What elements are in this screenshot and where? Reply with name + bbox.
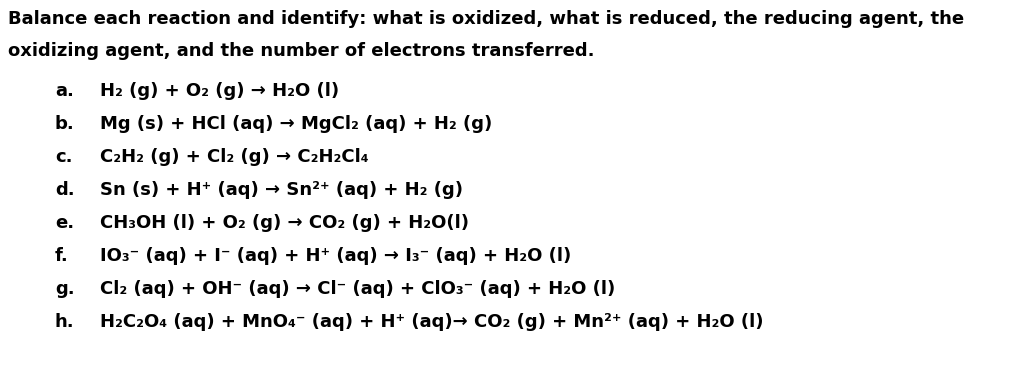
Text: Cl₂ (aq) + OH⁻ (aq) → Cl⁻ (aq) + ClO₃⁻ (aq) + H₂O (l): Cl₂ (aq) + OH⁻ (aq) → Cl⁻ (aq) + ClO₃⁻ (… bbox=[100, 280, 615, 298]
Text: g.: g. bbox=[55, 280, 75, 298]
Text: Balance each reaction and identify: what is oxidized, what is reduced, the reduc: Balance each reaction and identify: what… bbox=[8, 10, 965, 28]
Text: IO₃⁻ (aq) + I⁻ (aq) + H⁺ (aq) → I₃⁻ (aq) + H₂O (l): IO₃⁻ (aq) + I⁻ (aq) + H⁺ (aq) → I₃⁻ (aq)… bbox=[100, 247, 571, 265]
Text: c.: c. bbox=[55, 148, 73, 166]
Text: CH₃OH (l) + O₂ (g) → CO₂ (g) + H₂O(l): CH₃OH (l) + O₂ (g) → CO₂ (g) + H₂O(l) bbox=[100, 214, 469, 232]
Text: f.: f. bbox=[55, 247, 69, 265]
Text: H₂ (g) + O₂ (g) → H₂O (l): H₂ (g) + O₂ (g) → H₂O (l) bbox=[100, 82, 339, 100]
Text: a.: a. bbox=[55, 82, 74, 100]
Text: d.: d. bbox=[55, 181, 75, 199]
Text: H₂C₂O₄ (aq) + MnO₄⁻ (aq) + H⁺ (aq)→ CO₂ (g) + Mn²⁺ (aq) + H₂O (l): H₂C₂O₄ (aq) + MnO₄⁻ (aq) + H⁺ (aq)→ CO₂ … bbox=[100, 313, 764, 331]
Text: C₂H₂ (g) + Cl₂ (g) → C₂H₂Cl₄: C₂H₂ (g) + Cl₂ (g) → C₂H₂Cl₄ bbox=[100, 148, 369, 166]
Text: Mg (s) + HCl (aq) → MgCl₂ (aq) + H₂ (g): Mg (s) + HCl (aq) → MgCl₂ (aq) + H₂ (g) bbox=[100, 115, 493, 133]
Text: oxidizing agent, and the number of electrons transferred.: oxidizing agent, and the number of elect… bbox=[8, 42, 595, 60]
Text: b.: b. bbox=[55, 115, 75, 133]
Text: h.: h. bbox=[55, 313, 75, 331]
Text: Sn (s) + H⁺ (aq) → Sn²⁺ (aq) + H₂ (g): Sn (s) + H⁺ (aq) → Sn²⁺ (aq) + H₂ (g) bbox=[100, 181, 463, 199]
Text: e.: e. bbox=[55, 214, 74, 232]
